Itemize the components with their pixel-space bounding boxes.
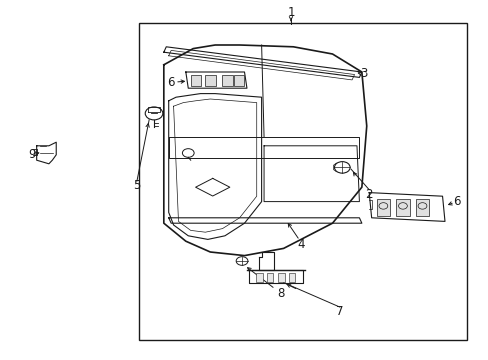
Bar bbox=[139, 23, 466, 340]
Bar bbox=[255, 273, 262, 282]
Bar bbox=[205, 75, 216, 86]
Text: 2: 2 bbox=[365, 188, 372, 201]
Bar bbox=[266, 273, 273, 282]
Text: 9: 9 bbox=[28, 148, 36, 161]
Bar bbox=[288, 273, 295, 282]
Text: 6: 6 bbox=[167, 76, 175, 89]
Text: 5: 5 bbox=[133, 179, 141, 192]
Bar bbox=[277, 273, 284, 282]
Bar bbox=[190, 75, 201, 86]
Bar bbox=[395, 199, 409, 216]
Bar bbox=[415, 199, 428, 216]
Bar bbox=[233, 75, 244, 86]
Text: 4: 4 bbox=[296, 238, 304, 251]
Text: 8: 8 bbox=[277, 287, 285, 300]
Text: 6: 6 bbox=[452, 195, 460, 208]
Text: 1: 1 bbox=[286, 6, 294, 19]
Bar bbox=[376, 199, 389, 216]
Text: 7: 7 bbox=[335, 305, 343, 318]
Bar bbox=[222, 75, 233, 86]
Text: 3: 3 bbox=[360, 67, 367, 80]
